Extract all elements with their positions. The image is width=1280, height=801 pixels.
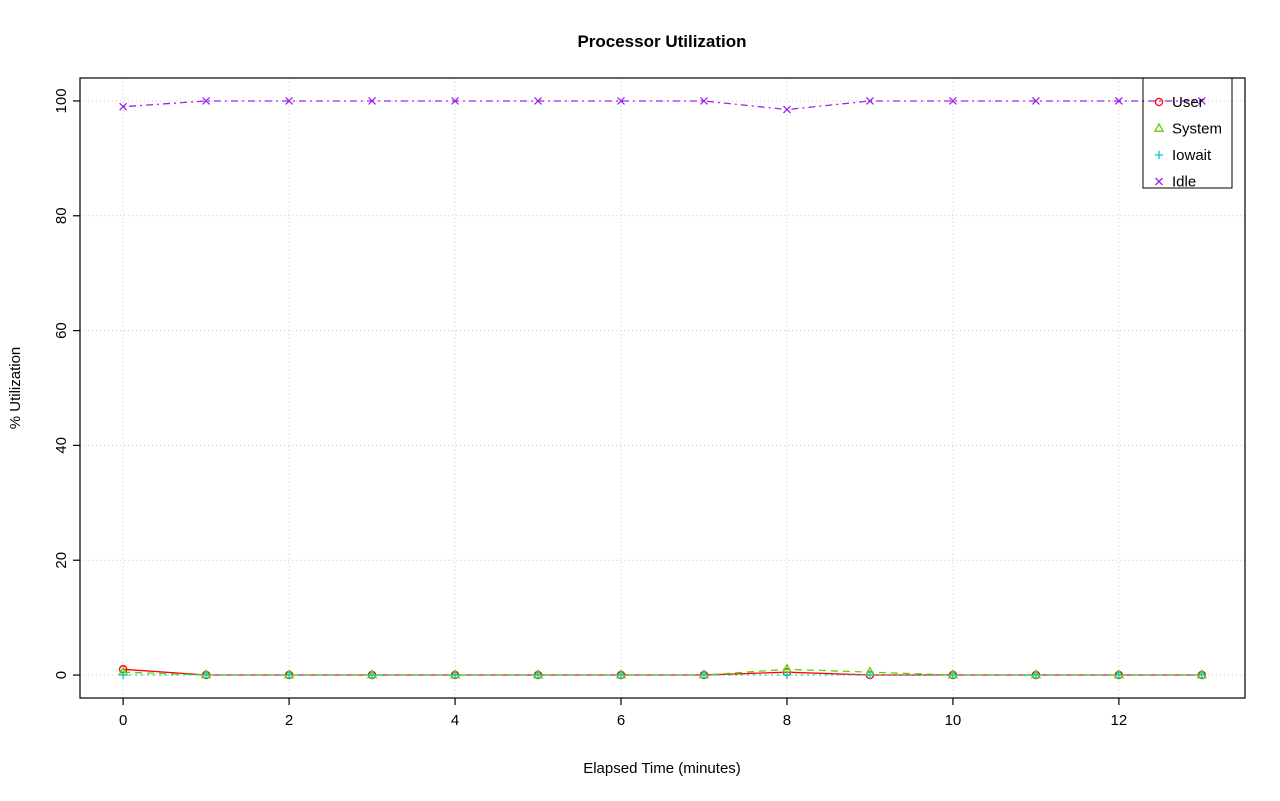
data-point-marker	[368, 97, 377, 105]
y-tick-label: 40	[53, 437, 70, 454]
series-user	[118, 665, 1207, 680]
legend-marker-triangle	[1153, 122, 1165, 132]
data-point-marker	[1197, 97, 1206, 105]
data-point-marker	[865, 97, 874, 105]
legend-marker-x	[1155, 177, 1163, 186]
legend-box	[1142, 77, 1233, 189]
x-tick-label: 2	[285, 712, 293, 729]
y-tick-label: 0	[53, 671, 70, 679]
data-point-marker	[617, 97, 625, 105]
y-tick-label: 20	[53, 552, 70, 569]
series-system	[117, 663, 1208, 679]
series-line	[123, 668, 1202, 676]
data-point-marker	[865, 670, 875, 680]
data-point-marker	[284, 670, 294, 680]
data-point-marker	[451, 97, 460, 105]
data-point-marker	[783, 105, 791, 114]
grid-layer	[80, 78, 1245, 698]
x-tick-label: 10	[945, 712, 962, 729]
axis-ticks	[73, 100, 1120, 705]
legend-label: User	[1172, 94, 1204, 111]
legend-label: Iowait	[1172, 147, 1212, 164]
data-point-marker	[533, 670, 543, 680]
x-tick-label: 6	[617, 712, 625, 729]
x-tick-label: 4	[451, 712, 459, 729]
data-point-marker	[1114, 97, 1123, 105]
chart-title: Processor Utilization	[577, 32, 746, 51]
data-point-marker	[699, 670, 709, 680]
legend-label: System	[1172, 121, 1222, 138]
data-point-marker	[782, 670, 792, 680]
data-point-marker	[1031, 97, 1040, 105]
y-tick-label: 60	[53, 322, 70, 339]
x-axis-label: Elapsed Time (minutes)	[583, 760, 741, 777]
data-point-marker	[534, 97, 542, 105]
series-iowait	[118, 670, 1207, 680]
plot-border	[79, 77, 1246, 699]
data-point-marker	[948, 670, 958, 680]
data-point-marker	[948, 97, 957, 105]
data-point-marker	[700, 97, 708, 105]
series-line	[123, 100, 1202, 111]
legend-marker-circle	[1154, 97, 1164, 107]
data-point-marker	[367, 670, 377, 680]
legend-marker-plus	[1154, 150, 1164, 160]
data-point-marker	[201, 670, 211, 680]
y-tick-label: 80	[53, 207, 70, 224]
data-point-marker	[119, 102, 128, 111]
y-tick-label: 100	[53, 88, 70, 113]
axis-tick-labels: 0 2 4 6 8 10 12 0 20 40 60 80 100	[53, 88, 1127, 729]
series-layer	[117, 97, 1208, 680]
data-point-marker	[118, 670, 128, 680]
legend: User System Iowait Idle	[1142, 77, 1233, 191]
x-tick-label: 12	[1111, 712, 1128, 729]
y-axis-label: % Utilization	[7, 347, 24, 430]
data-point-marker	[1031, 670, 1041, 680]
data-point-marker	[1114, 670, 1124, 680]
data-point-marker	[616, 670, 626, 680]
data-point-marker	[450, 670, 460, 680]
data-point-marker	[1197, 670, 1207, 680]
series-idle	[119, 97, 1206, 114]
data-point-marker	[285, 97, 294, 105]
x-tick-label: 8	[783, 712, 791, 729]
x-tick-label: 0	[119, 712, 127, 729]
data-point-marker	[202, 97, 211, 105]
legend-label: Idle	[1172, 174, 1196, 191]
